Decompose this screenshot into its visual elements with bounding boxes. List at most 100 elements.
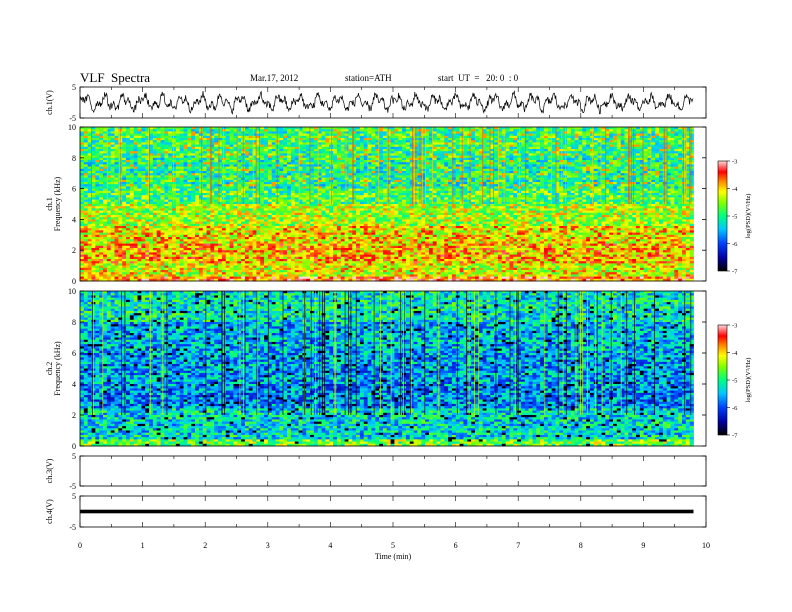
spectrogram-cell bbox=[674, 127, 679, 130]
spectrogram-cell bbox=[214, 133, 219, 137]
spectrogram-cell bbox=[658, 144, 664, 148]
spectrogram-cell bbox=[91, 144, 96, 148]
spectrogram-cell bbox=[95, 151, 100, 154]
spectrogram-cell bbox=[168, 140, 173, 143]
spectrogram-cell bbox=[145, 129, 150, 132]
spectrogram-cell bbox=[578, 140, 583, 143]
spectrogram-cell bbox=[643, 149, 648, 152]
spectrogram-cell bbox=[172, 129, 177, 132]
spectrogram-cell bbox=[689, 144, 694, 148]
spectrogram-cell bbox=[578, 129, 583, 132]
spectrogram-cell bbox=[221, 151, 227, 154]
spectrogram-cell bbox=[612, 131, 618, 134]
spectrogram-cell bbox=[175, 142, 181, 145]
spectrogram-cell bbox=[540, 140, 545, 143]
spectrogram-cell bbox=[559, 140, 564, 143]
spectrogram-cell bbox=[467, 146, 472, 150]
spectrogram-cell bbox=[325, 151, 330, 154]
spectrogram-cell bbox=[655, 127, 660, 130]
spectrogram-cell bbox=[172, 135, 177, 139]
spectrogram-cell bbox=[248, 129, 253, 132]
spectrogram-cell bbox=[356, 135, 361, 139]
spectrogram-cell bbox=[402, 129, 407, 132]
spectrogram-cell bbox=[99, 133, 104, 137]
spectrogram-cell bbox=[620, 140, 625, 143]
spectrogram-cell bbox=[313, 151, 319, 154]
spectrogram-cell bbox=[478, 127, 483, 130]
spectrogram-cell bbox=[524, 138, 529, 141]
spectrogram-cell bbox=[402, 140, 407, 143]
spectrogram-cell bbox=[348, 151, 353, 154]
spectrogram-cell bbox=[616, 138, 622, 141]
spectrogram-cell bbox=[379, 151, 384, 154]
spectrogram-cell bbox=[578, 144, 583, 148]
spectrogram-cell bbox=[210, 129, 215, 132]
spectrogram-cell bbox=[597, 131, 602, 134]
spectrogram-cell bbox=[129, 142, 135, 145]
spectrogram-cell bbox=[126, 133, 131, 137]
spectrogram-cell bbox=[459, 129, 464, 132]
spectrogram-cell bbox=[436, 140, 441, 143]
spectrogram-cell bbox=[122, 146, 127, 150]
spectrogram-cell bbox=[685, 153, 691, 156]
spectrogram-cell bbox=[425, 127, 430, 130]
spectrogram-cell bbox=[482, 135, 487, 139]
spectrogram-cell bbox=[321, 138, 326, 141]
spectrogram-cell bbox=[593, 135, 599, 139]
spectrogram-cell bbox=[681, 135, 687, 139]
spectrogram-cell bbox=[609, 153, 614, 156]
spectrogram-cell bbox=[191, 127, 196, 130]
spectrogram-cell bbox=[302, 142, 307, 145]
spectrogram-cell bbox=[605, 127, 610, 130]
spectrogram-cell bbox=[681, 133, 687, 137]
spectrogram-cell bbox=[114, 129, 119, 132]
spectrogram-cell bbox=[114, 153, 119, 156]
spectrogram-cell bbox=[87, 149, 92, 152]
spectrogram-cell bbox=[628, 135, 633, 139]
spectrogram-cell bbox=[95, 138, 100, 141]
spectrogram-cell bbox=[432, 151, 437, 154]
spectrogram-cell bbox=[325, 142, 330, 145]
spectrogram-cell bbox=[141, 133, 146, 137]
spectrogram-cell bbox=[448, 149, 453, 152]
spectrogram-cell bbox=[555, 135, 560, 139]
spectrogram-cell bbox=[110, 131, 115, 134]
spectrogram-cell bbox=[651, 135, 656, 139]
spectrogram-cell bbox=[505, 146, 510, 150]
spectrogram-cell bbox=[122, 142, 127, 145]
spectrogram-cell bbox=[593, 129, 599, 132]
spectrogram-cell bbox=[187, 129, 192, 132]
spectrogram-cell bbox=[428, 140, 434, 143]
spectrogram-cell bbox=[106, 138, 112, 141]
spectrogram-cell bbox=[195, 149, 200, 152]
spectrogram-cell bbox=[126, 151, 131, 154]
spectrogram-cell bbox=[264, 140, 269, 143]
spectrogram-cell bbox=[628, 149, 633, 152]
spectrogram-cell bbox=[528, 133, 533, 137]
spectrogram-cell bbox=[467, 153, 472, 156]
spectrogram-cell bbox=[95, 140, 100, 143]
spectrogram-cell bbox=[172, 153, 177, 156]
spectrogram-cell bbox=[214, 146, 219, 150]
spectrogram-cell bbox=[551, 146, 556, 150]
spectrogram-cell bbox=[198, 127, 204, 130]
spectrogram-cell bbox=[106, 142, 112, 145]
spectrogram-cell bbox=[229, 144, 234, 148]
spectrogram-cell bbox=[306, 127, 311, 130]
spectrogram-cell bbox=[302, 149, 307, 152]
spectrogram-cell bbox=[658, 151, 664, 154]
spectrogram-cell bbox=[359, 133, 365, 137]
spectrogram-cell bbox=[689, 153, 694, 156]
spectrogram-cell bbox=[237, 153, 242, 156]
spectrogram-cell bbox=[524, 142, 529, 145]
spectrogram-cell bbox=[609, 146, 614, 150]
spectrogram-cell bbox=[214, 129, 219, 132]
spectrogram-cell bbox=[221, 140, 227, 143]
spectrogram-cell bbox=[237, 146, 242, 150]
spectrogram-cell bbox=[574, 131, 579, 134]
spectrogram-cell bbox=[440, 142, 445, 145]
spectrogram-cell bbox=[356, 153, 361, 156]
spectrogram-cell bbox=[122, 140, 127, 143]
spectrogram-cell bbox=[417, 133, 422, 137]
spectrogram-cell bbox=[616, 135, 622, 139]
